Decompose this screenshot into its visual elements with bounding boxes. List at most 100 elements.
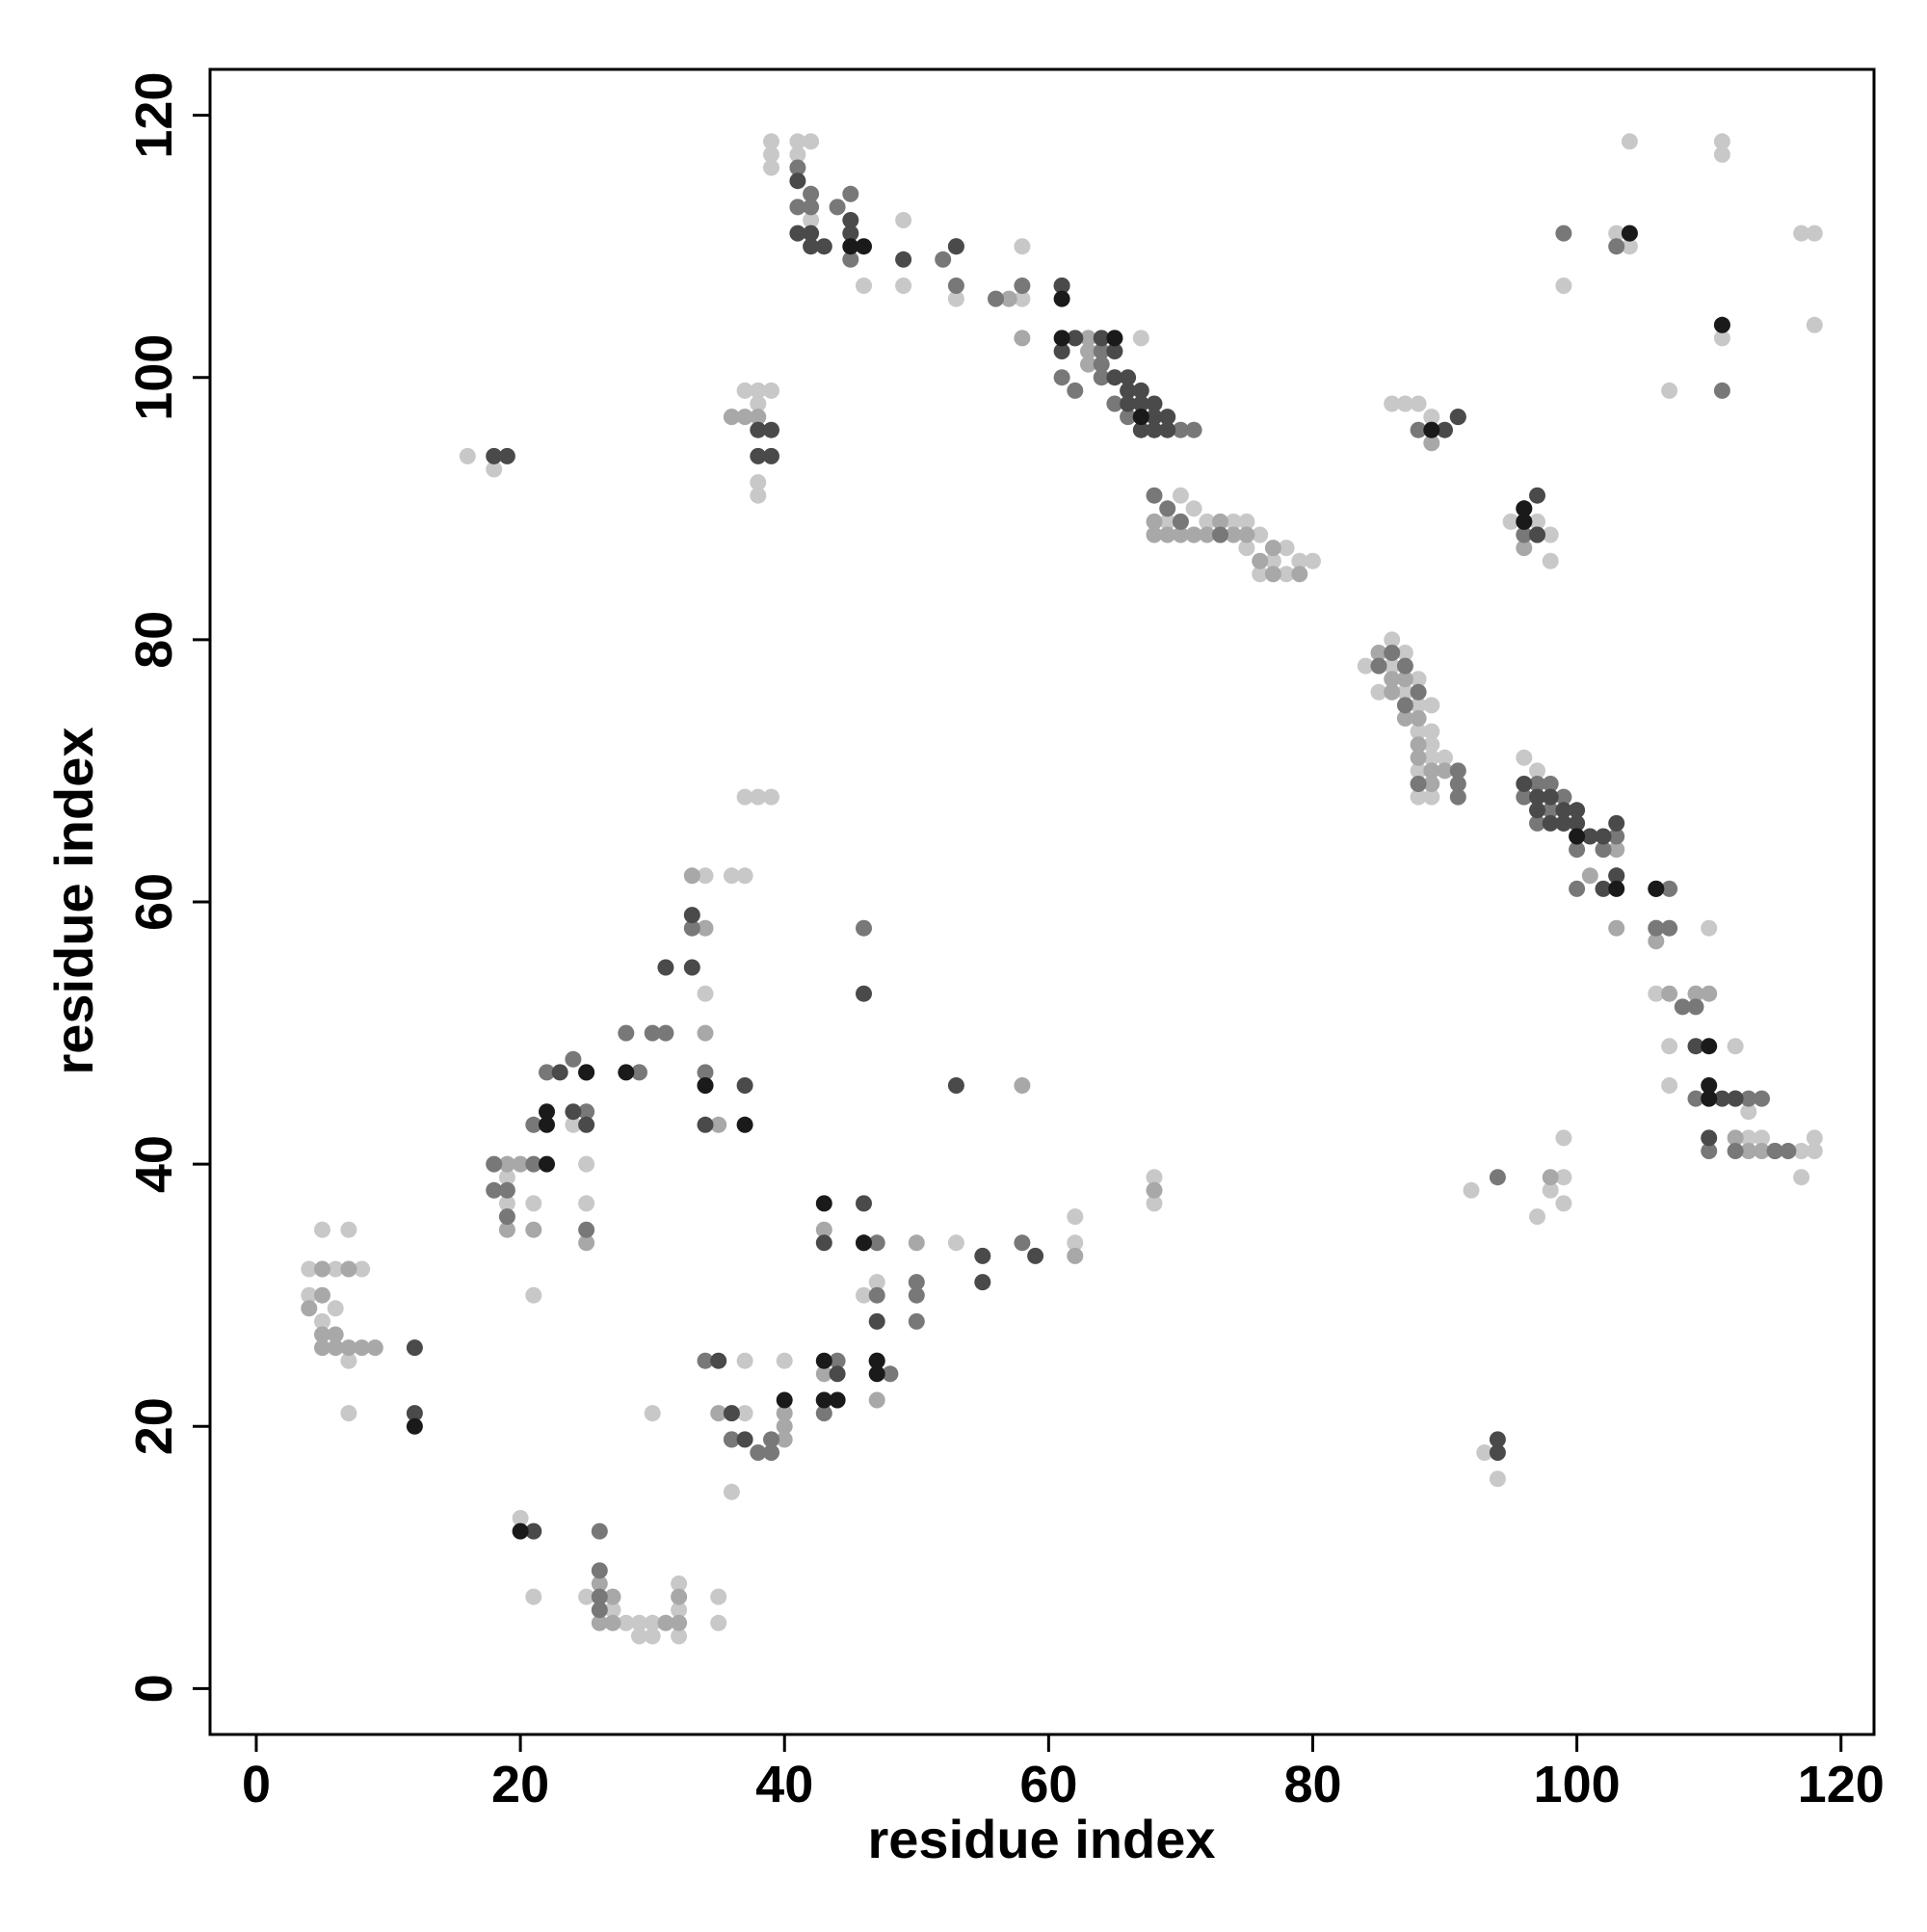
data-point [1608, 225, 1625, 242]
data-point [1621, 238, 1638, 255]
data-point [1727, 1129, 1744, 1147]
data-point [710, 1405, 727, 1422]
data-point [1185, 421, 1202, 438]
data-point [1542, 552, 1559, 569]
data-point [723, 1483, 740, 1500]
y-tick-label: 20 [125, 1397, 183, 1455]
data-point [1172, 526, 1189, 543]
data-point [1080, 343, 1096, 359]
data-point [1172, 421, 1189, 438]
data-point [1661, 1038, 1678, 1055]
data-point [815, 1391, 832, 1409]
x-tick-label: 100 [1534, 1756, 1621, 1813]
data-point [842, 185, 859, 202]
data-point [763, 788, 779, 806]
data-point [750, 382, 767, 399]
data-point [1542, 526, 1559, 543]
data-point [895, 212, 912, 228]
data-point [947, 238, 964, 255]
data-point [1159, 409, 1176, 426]
data-point [498, 1181, 515, 1199]
data-point [1146, 409, 1163, 426]
data-point [1529, 513, 1545, 530]
data-point [459, 447, 476, 464]
data-point [763, 421, 779, 438]
data-point [1120, 369, 1137, 386]
x-tick-label: 40 [755, 1756, 813, 1813]
data-point [1278, 566, 1295, 583]
data-point [1238, 540, 1255, 557]
data-point [1569, 841, 1586, 859]
data-point [644, 1614, 661, 1631]
data-point [1291, 552, 1308, 569]
data-point [1449, 762, 1466, 780]
data-point [1793, 1143, 1810, 1159]
data-point [1423, 736, 1440, 754]
data-point [657, 959, 674, 976]
data-point [1396, 645, 1413, 661]
data-point [340, 1352, 357, 1369]
data-point [710, 1352, 727, 1369]
data-point [868, 1365, 885, 1383]
data-point [1014, 1234, 1031, 1252]
data-point [1449, 776, 1466, 792]
data-point [671, 1588, 688, 1605]
data-point [525, 1588, 542, 1605]
data-point [697, 1024, 714, 1042]
y-tick-label: 40 [125, 1135, 183, 1193]
data-point [1423, 723, 1440, 740]
data-point [525, 1195, 542, 1212]
data-point [1806, 1143, 1823, 1159]
data-point [565, 1103, 582, 1121]
data-point [1080, 330, 1096, 347]
data-point [1793, 225, 1810, 242]
data-point [1225, 526, 1242, 543]
data-point [1701, 985, 1718, 1002]
data-point [1701, 1090, 1718, 1107]
x-tick-label: 20 [491, 1756, 549, 1813]
data-point [697, 985, 714, 1002]
data-point [1252, 552, 1269, 569]
data-point [736, 1352, 753, 1369]
data-point [1581, 867, 1598, 885]
data-point [710, 1116, 727, 1133]
data-point [1687, 1038, 1704, 1055]
data-point [935, 251, 952, 268]
data-point [974, 1274, 991, 1291]
data-point [340, 1405, 357, 1422]
data-point [1410, 736, 1427, 754]
data-point [815, 238, 832, 255]
data-point [604, 1614, 621, 1631]
data-point [539, 1155, 555, 1173]
data-point [1080, 356, 1096, 373]
data-point [1357, 657, 1374, 675]
data-point [1701, 919, 1718, 937]
data-point [565, 1116, 582, 1133]
data-point [1053, 290, 1070, 307]
data-point [1529, 1208, 1545, 1226]
data-point [314, 1260, 330, 1278]
data-point [947, 278, 964, 294]
data-point [1661, 382, 1678, 399]
data-point [525, 1522, 542, 1540]
data-point [525, 1286, 542, 1304]
data-point [776, 1352, 793, 1369]
data-point [736, 382, 753, 399]
data-point [1555, 814, 1572, 832]
data-point [1132, 382, 1149, 399]
data-point [578, 1064, 595, 1081]
x-axis: 0 20 40 60 80 100 120 [242, 1734, 1885, 1813]
data-point [1713, 382, 1730, 399]
data-point [1713, 133, 1730, 150]
data-point [1516, 788, 1533, 806]
data-point [1701, 1077, 1718, 1094]
data-point [1806, 225, 1823, 242]
data-point [1146, 513, 1163, 530]
data-point [1159, 421, 1176, 438]
data-point [1516, 776, 1533, 792]
data-point [815, 1221, 832, 1238]
data-point [671, 1614, 688, 1631]
x-axis-title: residue index [867, 1809, 1215, 1869]
data-point [763, 133, 779, 150]
